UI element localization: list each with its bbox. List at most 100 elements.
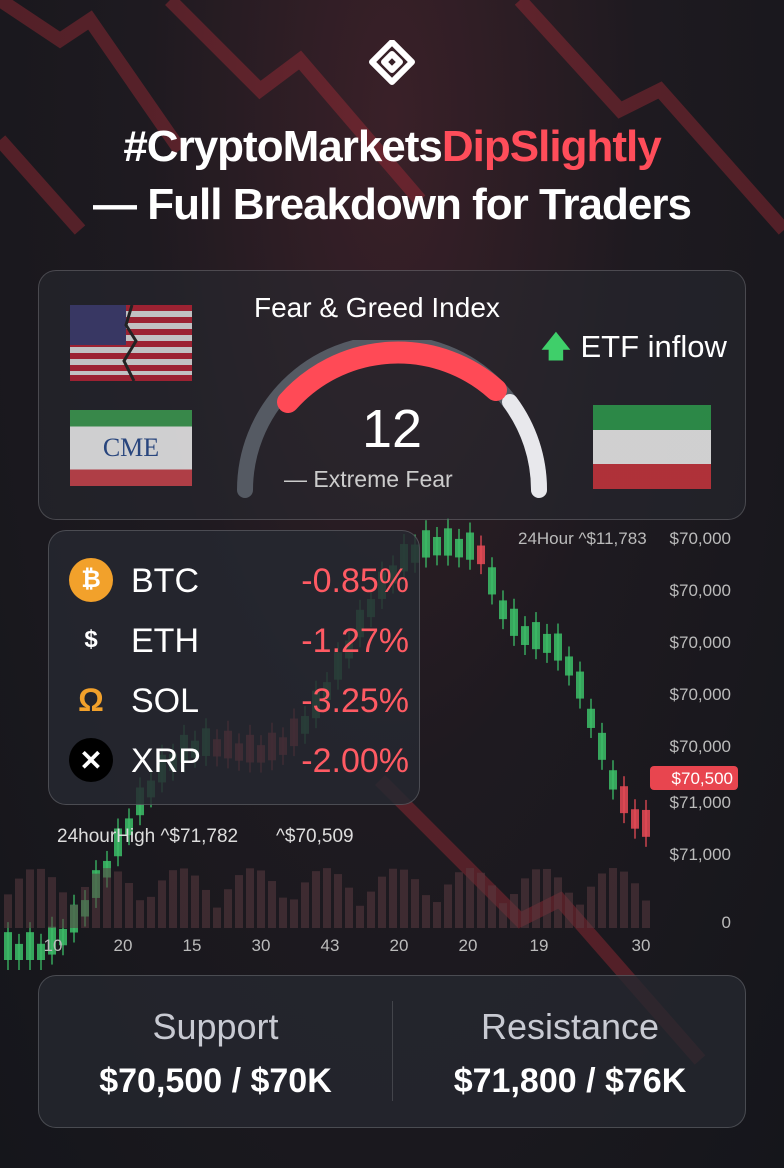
volume-bar bbox=[279, 897, 287, 928]
coin-change: -2.00% bbox=[301, 742, 409, 780]
volume-bar bbox=[81, 886, 89, 928]
price-label: $70,000 bbox=[670, 581, 731, 600]
volume-bar bbox=[103, 868, 111, 928]
volume-bar bbox=[455, 872, 463, 928]
candle-body bbox=[554, 633, 562, 661]
logo bbox=[369, 40, 415, 85]
candle-body bbox=[466, 532, 474, 560]
gauge-value: 12 bbox=[361, 399, 423, 459]
volume-bar bbox=[158, 880, 166, 928]
volume-bar bbox=[59, 892, 67, 928]
candle-body bbox=[37, 943, 45, 960]
chart-top-label: 24Hour ^$11,783 bbox=[518, 529, 647, 548]
coin-row: ✕ XRP -2.00% bbox=[69, 734, 409, 784]
coin-row: Ω SOL -3.25% bbox=[69, 674, 409, 724]
volume-bar bbox=[268, 881, 276, 928]
volume-bar bbox=[356, 905, 364, 928]
volume-bar bbox=[521, 878, 529, 928]
candle-body bbox=[15, 943, 23, 960]
x-label: 20 bbox=[114, 936, 133, 955]
candle-body bbox=[444, 528, 452, 556]
candle-body bbox=[488, 567, 496, 595]
title-highlight: DipSlightly bbox=[441, 122, 662, 171]
price-tag bbox=[650, 766, 738, 790]
volume-bar bbox=[444, 884, 452, 928]
volume-bar bbox=[389, 868, 397, 928]
candle-body bbox=[598, 732, 606, 760]
volume-bar bbox=[202, 889, 210, 928]
volume-bar bbox=[587, 886, 595, 928]
candle-body bbox=[48, 926, 56, 955]
volume-bar bbox=[70, 904, 78, 928]
price-label: $71,000 bbox=[670, 793, 731, 812]
volume-bar bbox=[466, 868, 474, 928]
candle-body bbox=[620, 786, 628, 814]
volume-bar bbox=[576, 904, 584, 928]
etf: 🡅 ETF inflow bbox=[540, 324, 727, 377]
candle-body bbox=[433, 536, 441, 556]
x-label: 30 bbox=[632, 936, 651, 955]
coin-symbol: BTC bbox=[131, 562, 199, 600]
levels-panel: Support $70,500 / $70K Resistance $71,80… bbox=[38, 975, 746, 1128]
candle-body bbox=[499, 600, 507, 620]
low-label: ^$70,509 bbox=[276, 826, 354, 847]
etf-arrow: 🡅 bbox=[540, 329, 572, 364]
candle-body bbox=[125, 818, 133, 836]
candle-body bbox=[4, 932, 12, 960]
candle-body bbox=[609, 770, 617, 790]
volume-bar bbox=[235, 875, 243, 928]
volume-bar bbox=[180, 868, 188, 928]
price-label: $71,000 bbox=[670, 845, 731, 864]
xrp-icon: ✕ bbox=[69, 738, 113, 782]
volume-bar bbox=[554, 877, 562, 928]
coin-change: -1.27% bbox=[301, 622, 409, 660]
resistance-title: Resistance bbox=[480, 1006, 660, 1047]
title-text: #CryptoMarkets bbox=[123, 122, 443, 171]
divider bbox=[392, 1001, 393, 1101]
volume-bar bbox=[114, 871, 122, 928]
candle-body bbox=[26, 932, 34, 960]
price-label: $70,000 bbox=[670, 737, 731, 756]
price-label: 0 bbox=[722, 913, 731, 932]
volume-bar bbox=[345, 887, 353, 928]
current-price: $70,500 bbox=[672, 769, 733, 788]
x-label: 20 bbox=[459, 936, 478, 955]
volume-bar bbox=[488, 885, 496, 928]
coin-symbol: XRP bbox=[131, 742, 201, 780]
volume-bar bbox=[26, 869, 34, 928]
sol-icon: Ω bbox=[78, 681, 104, 718]
candle-body bbox=[543, 633, 551, 653]
volume-bar bbox=[92, 873, 100, 928]
volume-bar bbox=[510, 894, 518, 928]
volume-bar bbox=[400, 869, 408, 928]
gauge bbox=[237, 340, 548, 498]
volume-bar bbox=[598, 873, 606, 928]
x-label: 30 bbox=[252, 936, 271, 955]
volume-bar bbox=[499, 903, 507, 928]
iran-flag bbox=[593, 405, 711, 489]
price-label: $70,000 bbox=[670, 685, 731, 704]
volume-bar bbox=[136, 900, 144, 928]
volume-bar bbox=[543, 868, 551, 928]
coin-change: -0.85% bbox=[301, 562, 409, 600]
cme-text: CME bbox=[102, 433, 160, 462]
coin-card: ₿ BTC -0.85% $ ETH -1.27% Ω SOL -3.25% ✕ XRP -2.… bbox=[48, 530, 420, 805]
coin-symbol: ETH bbox=[131, 622, 199, 660]
volume-bar bbox=[411, 879, 419, 928]
etf-text: ETF inflow bbox=[580, 329, 727, 364]
volume-bar bbox=[312, 871, 320, 928]
high-label: 24hourHigh ^$71,782 bbox=[57, 826, 238, 847]
volume-bar bbox=[191, 875, 199, 928]
coin-row: $ ETH -1.27% bbox=[69, 614, 409, 664]
volume-bar bbox=[290, 899, 298, 928]
volume-bar bbox=[257, 870, 265, 928]
volume-bar bbox=[378, 876, 386, 928]
gauge-label: — Extreme Fear bbox=[284, 466, 453, 492]
gauge-title: Fear & Greed Index bbox=[254, 292, 500, 323]
candle-body bbox=[631, 809, 639, 829]
volume-bar bbox=[246, 868, 254, 928]
volume-bar bbox=[334, 874, 342, 928]
support-title: Support bbox=[152, 1006, 279, 1047]
volume-bar bbox=[301, 882, 309, 928]
price-label: $70,000 bbox=[670, 529, 731, 548]
